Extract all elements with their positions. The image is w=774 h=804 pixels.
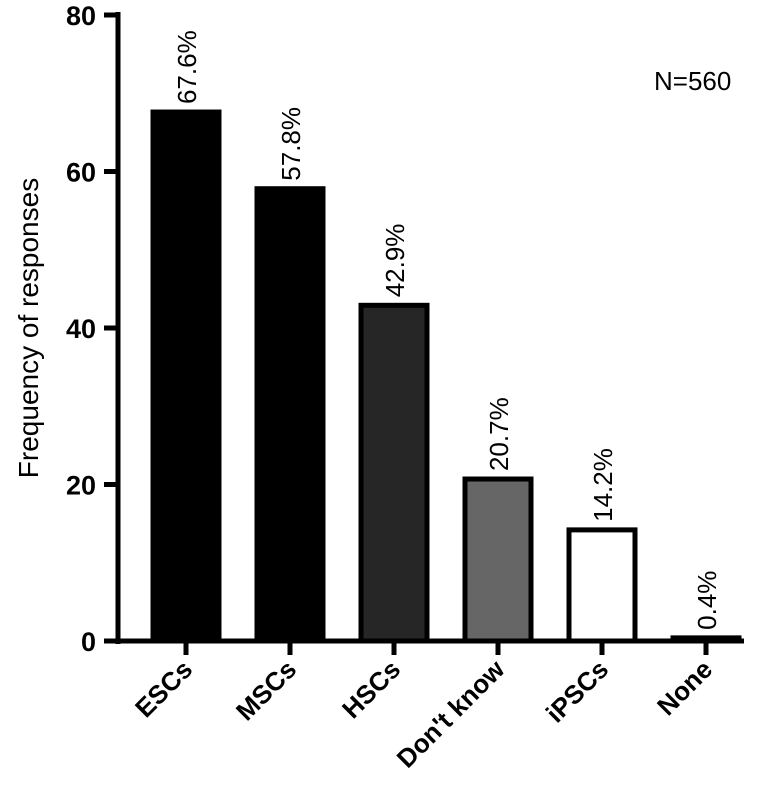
data-label: 57.8% [276,107,306,181]
y-tick-label: 40 [66,314,96,344]
data-label: 67.6% [172,30,202,104]
ticks-layer: 0 20 40 60 80 [66,1,709,657]
y-tick-label: 20 [66,471,96,501]
y-tick-label: 0 [81,627,96,657]
bar-2 [358,302,430,644]
y-tick-label: 80 [66,1,96,31]
bars-layer [150,109,742,644]
data-label: 42.9% [380,224,410,298]
x-tick-label: MSCs [230,654,302,726]
bar-1 [254,186,326,644]
x-tick-label: Don't know [391,653,511,773]
y-tick-label: 60 [66,158,96,188]
data-label: 20.7% [484,397,514,471]
data-label: 0.4% [692,571,722,630]
sample-size-annotation: N=560 [654,66,731,96]
bar-4 [566,527,638,644]
y-axis-title: Frequency of responses [13,178,44,478]
data-label: 14.2% [588,448,618,522]
bar-0 [150,109,222,644]
x-tick-label: None [651,654,718,721]
x-tick-label: iPSCs [540,654,614,728]
x-tick-label: ESCs [129,654,198,723]
bar-3 [462,476,534,644]
x-tick-label: HSCs [336,654,406,724]
